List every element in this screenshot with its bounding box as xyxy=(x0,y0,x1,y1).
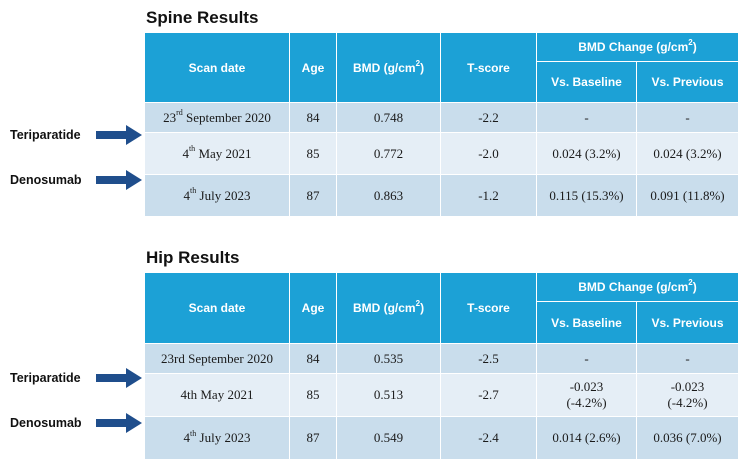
right-arrow-icon xyxy=(96,368,142,388)
table-row: 4th July 2023 87 0.549 -2.4 0.014 (2.6%)… xyxy=(144,416,739,460)
scan-date-cell: 4th July 2023 xyxy=(144,174,290,217)
scan-date-cell: 23rd September 2020 xyxy=(144,343,290,374)
t-score-cell: -2.5 xyxy=(440,343,537,374)
t-score-cell: -2.7 xyxy=(440,373,537,417)
vs-baseline-cell: -0.023 (-4.2%) xyxy=(536,373,637,417)
header-scan-date: Scan date xyxy=(144,32,290,103)
header-vs-previous: Vs. Previous xyxy=(636,61,739,103)
header-bmd: BMD (g/cm2) xyxy=(336,32,441,103)
t-score-cell: -1.2 xyxy=(440,174,537,217)
age-cell: 84 xyxy=(289,343,337,374)
t-score-cell: -2.4 xyxy=(440,416,537,460)
header-t-score: T-score xyxy=(440,32,537,103)
denosumab-marker: Denosumab xyxy=(10,170,142,190)
teriparatide-label: Teriparatide xyxy=(10,128,81,142)
vs-previous-cell: 0.036 (7.0%) xyxy=(636,416,739,460)
scan-date-cell: 4th July 2023 xyxy=(144,416,290,460)
vs-baseline-cell: - xyxy=(536,102,637,133)
bmd-cell: 0.772 xyxy=(336,132,441,175)
vs-baseline-cell: 0.014 (2.6%) xyxy=(536,416,637,460)
table-row: 23rd September 2020 84 0.535 -2.5 - - xyxy=(144,343,739,374)
header-bmd: BMD (g/cm2) xyxy=(336,272,441,344)
header-bmd-change: BMD Change (g/cm2) xyxy=(536,32,739,62)
scan-date-cell: 4th May 2021 xyxy=(144,132,290,175)
table-row: 4th July 2023 87 0.863 -1.2 0.115 (15.3%… xyxy=(144,174,739,217)
hip-results-table: Scan date Age BMD (g/cm2) T-score BMD Ch… xyxy=(144,272,739,460)
t-score-cell: -2.2 xyxy=(440,102,537,133)
header-age: Age xyxy=(289,272,337,344)
table-row: 4th May 2021 85 0.513 -2.7 -0.023 (-4.2%)… xyxy=(144,373,739,417)
age-cell: 87 xyxy=(289,174,337,217)
scan-date-cell: 4th May 2021 xyxy=(144,373,290,417)
vs-previous-cell: 0.091 (11.8%) xyxy=(636,174,739,217)
header-age: Age xyxy=(289,32,337,103)
vs-previous-cell: - xyxy=(636,102,739,133)
bmd-cell: 0.863 xyxy=(336,174,441,217)
header-bmd-change: BMD Change (g/cm2) xyxy=(536,272,739,302)
right-arrow-icon xyxy=(96,170,142,190)
bmd-cell: 0.513 xyxy=(336,373,441,417)
teriparatide-marker: Teriparatide xyxy=(10,125,142,145)
age-cell: 85 xyxy=(289,132,337,175)
bmd-cell: 0.535 xyxy=(336,343,441,374)
header-t-score: T-score xyxy=(440,272,537,344)
age-cell: 85 xyxy=(289,373,337,417)
spine-results-table: Scan date Age BMD (g/cm2) T-score BMD Ch… xyxy=(144,32,739,217)
teriparatide-label: Teriparatide xyxy=(10,371,81,385)
vs-previous-cell: -0.023 (-4.2%) xyxy=(636,373,739,417)
t-score-cell: -2.0 xyxy=(440,132,537,175)
header-vs-baseline: Vs. Baseline xyxy=(536,301,637,344)
denosumab-marker: Denosumab xyxy=(10,413,142,433)
table-row: 23rd September 2020 84 0.748 -2.2 - - xyxy=(144,102,739,133)
teriparatide-marker: Teriparatide xyxy=(10,368,142,388)
age-cell: 84 xyxy=(289,102,337,133)
right-arrow-icon xyxy=(96,125,142,145)
age-cell: 87 xyxy=(289,416,337,460)
hip-results-title: Hip Results xyxy=(146,248,240,267)
table-row: 4th May 2021 85 0.772 -2.0 0.024 (3.2%) … xyxy=(144,132,739,175)
vs-baseline-cell: 0.024 (3.2%) xyxy=(536,132,637,175)
spine-results-title: Spine Results xyxy=(146,8,259,27)
header-scan-date: Scan date xyxy=(144,272,290,344)
vs-previous-cell: - xyxy=(636,343,739,374)
vs-baseline-cell: - xyxy=(536,343,637,374)
vs-previous-cell: 0.024 (3.2%) xyxy=(636,132,739,175)
header-vs-previous: Vs. Previous xyxy=(636,301,739,344)
header-vs-baseline: Vs. Baseline xyxy=(536,61,637,103)
scan-date-cell: 23rd September 2020 xyxy=(144,102,290,133)
bmd-cell: 0.748 xyxy=(336,102,441,133)
denosumab-label: Denosumab xyxy=(10,173,82,187)
bmd-cell: 0.549 xyxy=(336,416,441,460)
denosumab-label: Denosumab xyxy=(10,416,82,430)
right-arrow-icon xyxy=(96,413,142,433)
vs-baseline-cell: 0.115 (15.3%) xyxy=(536,174,637,217)
